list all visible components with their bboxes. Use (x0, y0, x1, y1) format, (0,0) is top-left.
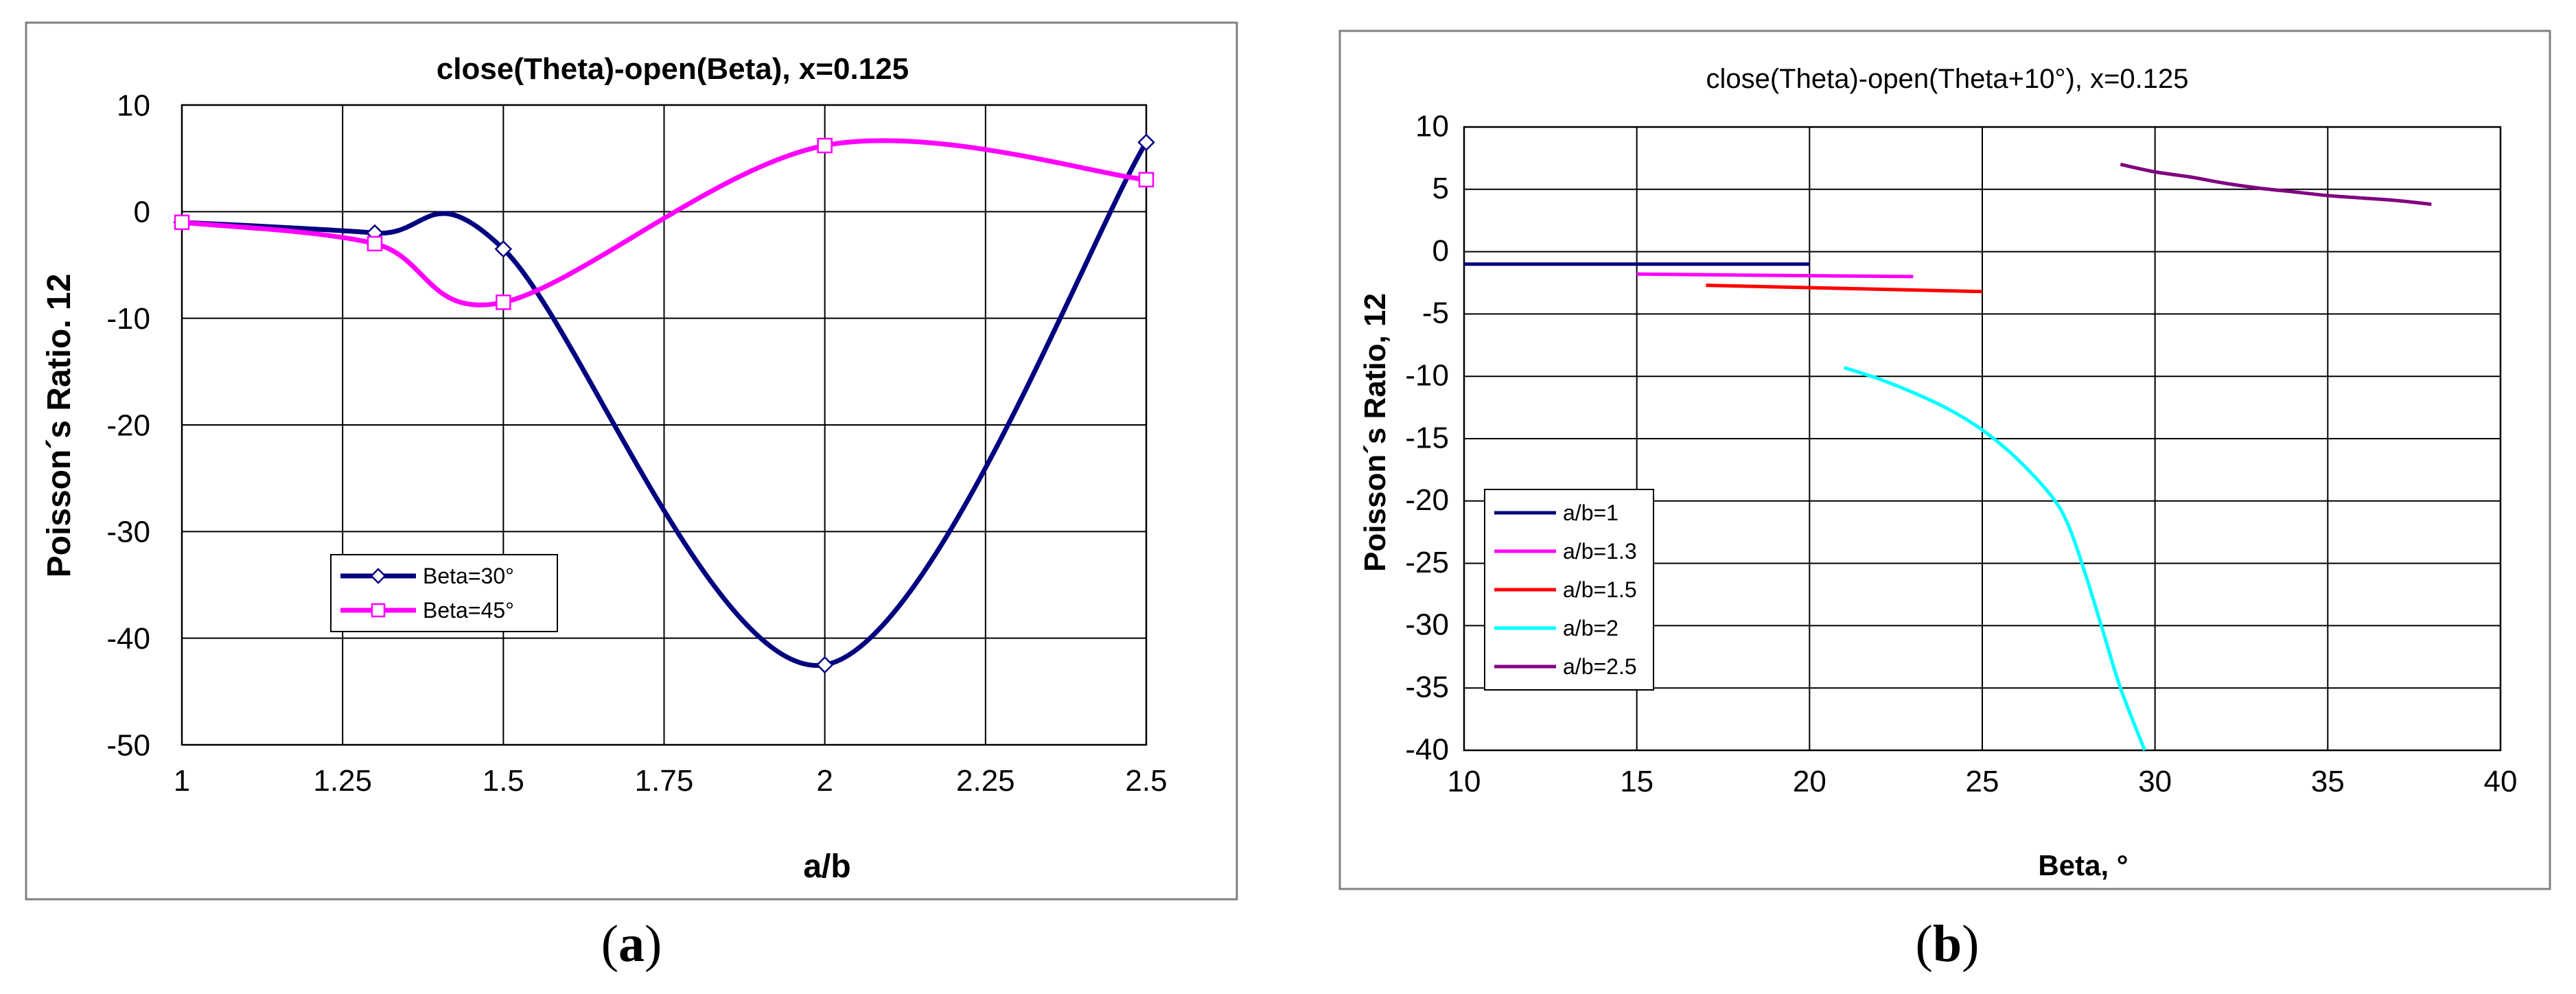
chart-a-plot-border (181, 104, 1148, 746)
chart-b-legend: a/b=1 a/b=1.3 a/b=1.5 a/b=2 a/b=2.5 (1484, 489, 1654, 691)
chart-a-xtick-label: 2.5 (1125, 764, 1167, 798)
chart-b-title: close(Theta)-open(Theta+10°), x=0.125 (1706, 64, 2188, 94)
chart-b-ytick-label: -25 (1405, 546, 1449, 579)
chart-b-ytick-label: 0 (1432, 234, 1449, 268)
chart-b-ytick-label: -20 (1405, 483, 1449, 517)
chart-a-legend: Beta=30° Beta=45° (330, 554, 558, 632)
chart-a-xtick-label: 1 (174, 764, 190, 798)
chart-a-point (367, 235, 383, 252)
chart-a-ytick-label: -50 (106, 728, 150, 762)
chart-b-xtick-label: 20 (1793, 765, 1826, 798)
chart-b-ylabel: Poisson´s Ratio, 12 (1358, 293, 1392, 572)
chart-b-series-line-3 (1843, 366, 2146, 751)
chart-a-ytick-label: -30 (106, 516, 150, 549)
chart-b-xtick-label: 35 (2311, 765, 2345, 798)
chart-a-point (817, 137, 833, 154)
chart-a-xtick-label: 1.5 (483, 764, 524, 798)
chart-b-ytick-label: -10 (1405, 359, 1449, 393)
chart-b-legend-label: a/b=2 (1563, 616, 1618, 640)
chart-b-xlabel: Beta, ° (2038, 849, 2128, 881)
chart-a-xtick-label: 2.25 (956, 764, 1015, 798)
chart-b-xtick-label: 30 (2138, 765, 2172, 798)
caption-a: (a) (601, 915, 662, 973)
chart-b-ytick-label: -40 (1405, 732, 1449, 766)
chart-a-ytick-label: 10 (117, 89, 150, 122)
chart-a-frame (25, 21, 1238, 901)
chart-b-ytick-label: -30 (1405, 608, 1449, 642)
chart-a-plot: 10 0 -10 -20 -30 -40 -50 1 1.25 1.5 1.75 2 2.25 2.5 (106, 89, 1167, 798)
chart-a-xtick-label: 1.75 (635, 764, 694, 798)
chart-a-xlabel: a/b (803, 848, 850, 885)
chart-a-xtick-label: 2 (816, 764, 833, 798)
chart-a-ylabel: Poisson´s Ratio. 12 (41, 274, 78, 578)
chart-b-series-line-2 (1706, 284, 1983, 294)
chart-a-legend-box (330, 554, 558, 632)
chart-b-ytick-label: -5 (1422, 297, 1449, 330)
chart-b-ytick-label: 5 (1432, 172, 1449, 205)
chart-b-ytick-label: -35 (1405, 671, 1449, 704)
chart-a-legend-marker (370, 568, 386, 584)
chart-a-xtick-label: 1.25 (313, 764, 372, 798)
chart-a-point (494, 240, 513, 258)
chart-b-series-line-4 (2120, 163, 2432, 207)
chart-b-legend-label: a/b=2.5 (1563, 654, 1637, 679)
chart-a-series-line-1 (181, 138, 1147, 308)
chart-a-ytick-label: -20 (106, 408, 150, 442)
chart-a-title: close(Theta)-open(Beta), x=0.125 (437, 52, 909, 86)
chart-a-point (1137, 133, 1155, 152)
chart-a-point (496, 294, 511, 310)
chart-b-series-line-1 (1636, 272, 1914, 279)
chart-b-legend-label: a/b=1.5 (1563, 577, 1637, 602)
chart-b-frame (1338, 30, 2551, 890)
chart-a-legend-label: Beta=45° (423, 598, 514, 623)
caption-b: (b) (1916, 915, 1980, 973)
chart-a-ytick-label: -40 (106, 622, 150, 656)
chart-b-ytick-label: 10 (1415, 109, 1449, 143)
chart-b-xtick-label: 15 (1620, 765, 1653, 798)
chart-b-legend-label: a/b=1.3 (1563, 539, 1637, 564)
chart-a-point (1138, 172, 1154, 187)
chart-b-xtick-label: 40 (2484, 765, 2518, 798)
chart-b-xtick-label: 10 (1448, 765, 1481, 798)
chart-a-point (815, 656, 834, 674)
chart-a-ytick-label: 0 (134, 196, 150, 229)
chart-a-point (174, 214, 190, 231)
chart-b-ytick-label: -15 (1405, 421, 1449, 454)
chart-a-ytick-label: -10 (106, 302, 150, 336)
chart-a-legend-label: Beta=30° (423, 564, 514, 588)
chart-b-plot-border (1463, 126, 2502, 752)
chart-b-xtick-label: 25 (1966, 765, 1999, 798)
chart-b-legend-label: a/b=1 (1563, 500, 1618, 525)
chart-a-legend-marker (371, 603, 386, 618)
